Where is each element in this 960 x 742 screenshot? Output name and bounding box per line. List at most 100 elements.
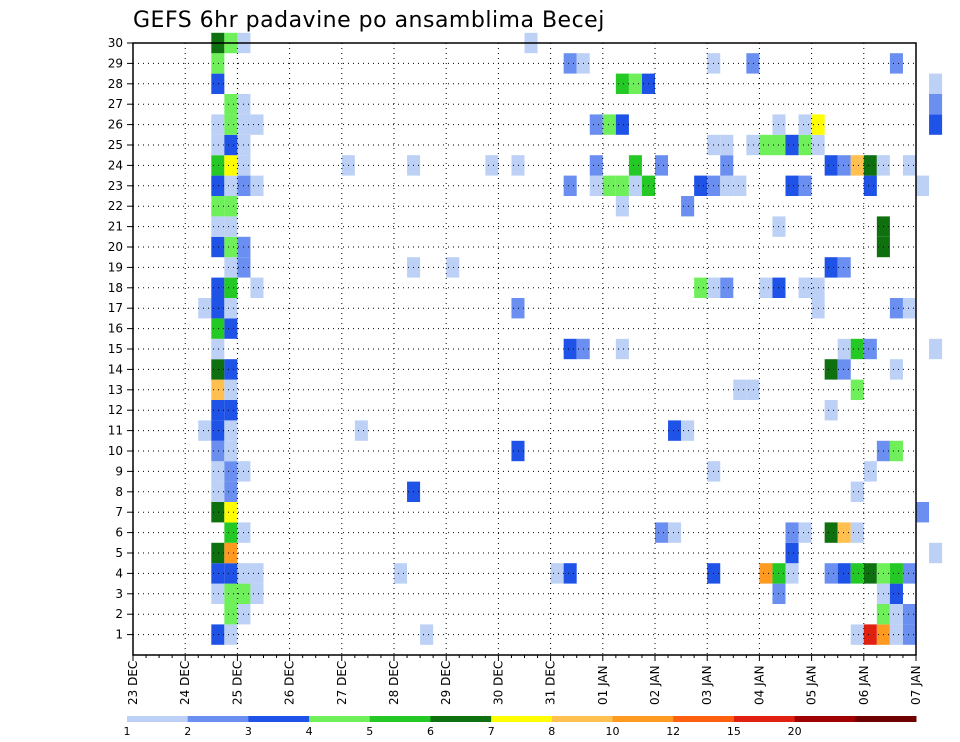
heatmap-cell — [681, 420, 695, 441]
heatmap-cell — [224, 604, 238, 625]
x-tick-label: 04 JAN — [752, 665, 766, 705]
colorbar-label: 6 — [427, 725, 434, 738]
x-tick-label: 29 DEC — [439, 661, 453, 705]
colorbar-swatch — [794, 716, 856, 722]
colorbar-swatch — [248, 716, 310, 722]
heatmap-cell — [250, 277, 264, 298]
x-tick-label: 23 DEC — [126, 661, 140, 705]
heatmap-cell — [511, 298, 525, 319]
heatmap-cell — [615, 196, 629, 217]
heatmap-cell — [863, 624, 877, 645]
heatmap-cell — [850, 338, 864, 360]
heatmap-cell — [250, 583, 264, 604]
y-tick-label: 17 — [108, 301, 123, 315]
heatmap-cell — [211, 277, 225, 298]
heatmap-cell — [224, 420, 238, 441]
heatmap-cell — [224, 236, 238, 258]
y-tick-label: 2 — [115, 607, 123, 621]
heatmap-cell — [224, 216, 238, 237]
heatmap-cell — [211, 338, 225, 360]
colorbar-label: 3 — [245, 725, 252, 738]
heatmap-cell — [850, 379, 864, 400]
heatmap-cell — [211, 440, 225, 462]
x-tick-label: 07 JAN — [909, 665, 923, 705]
heatmap-cell — [929, 542, 943, 564]
heatmap-cell — [224, 277, 238, 298]
heatmap-cell — [850, 481, 864, 502]
y-tick-label: 13 — [108, 383, 123, 397]
heatmap-cell — [211, 236, 225, 258]
heatmap-cell — [550, 563, 564, 584]
heatmap-cell — [224, 318, 238, 339]
heatmap-cell — [759, 134, 773, 156]
heatmap-cell — [224, 359, 238, 380]
heatmap-cell — [889, 583, 903, 604]
heatmap-cell — [929, 73, 943, 94]
colorbar-swatch — [673, 716, 735, 722]
x-tick-label: 01 JAN — [596, 665, 610, 705]
heatmap-cell — [889, 624, 903, 645]
y-tick-label: 14 — [108, 362, 123, 376]
heatmap-cell — [902, 563, 916, 584]
heatmap-cell — [446, 257, 460, 278]
heatmap-cell — [224, 583, 238, 604]
y-tick-label: 18 — [108, 281, 123, 295]
colorbar-swatch — [733, 716, 796, 722]
heatmap-cell — [211, 114, 225, 135]
heatmap-cell — [863, 338, 877, 360]
heatmap-cell — [224, 298, 238, 319]
heatmap-cell — [224, 624, 238, 645]
heatmap-cell — [681, 196, 695, 217]
heatmap-cell — [916, 175, 930, 196]
heatmap-cell — [615, 73, 629, 94]
heatmap-cell — [224, 461, 238, 482]
colorbar-swatch — [309, 716, 371, 722]
heatmap-cell — [224, 400, 238, 421]
heatmap-cell — [224, 175, 238, 196]
x-axis-ticks: 23 DEC 24 DEC 25 DEC 26 DEC 27 DEC 28 DEC 29 D… — [126, 655, 923, 705]
heatmap-cell — [224, 522, 238, 543]
heatmap-cell — [746, 53, 760, 74]
colorbar-label: 4 — [306, 725, 313, 738]
heatmap-cell — [746, 134, 760, 156]
colorbar-label: 12 — [666, 725, 680, 738]
heatmap-cell — [655, 155, 669, 176]
heatmap-cell — [929, 114, 943, 135]
colorbar-swatch — [187, 716, 249, 722]
y-tick-label: 30 — [108, 36, 123, 50]
heatmap-cell — [589, 114, 603, 135]
heatmap-cell — [720, 134, 734, 156]
y-tick-label: 3 — [115, 587, 123, 601]
y-tick-label: 10 — [108, 444, 123, 458]
colorbar-swatch — [127, 716, 189, 722]
y-tick-label: 15 — [108, 342, 123, 356]
heatmap-cell — [211, 53, 225, 74]
heatmap-cell — [785, 175, 799, 196]
heatmap-cell — [602, 114, 616, 135]
heatmap-cell — [224, 155, 238, 176]
heatmap-cell — [902, 298, 916, 319]
colorbar-label: 2 — [184, 725, 191, 738]
heatmap-cell — [211, 73, 225, 94]
heatmap-cell — [929, 94, 943, 115]
heatmap-cell — [211, 481, 225, 502]
heatmap-cell — [863, 155, 877, 176]
x-tick-label: 05 JAN — [805, 665, 819, 705]
heatmap-cell — [615, 175, 629, 196]
heatmap-cell — [224, 502, 238, 523]
colorbar-label: 1 — [124, 725, 131, 738]
x-tick-label: 30 DEC — [491, 661, 505, 705]
colorbar-swatch — [855, 716, 917, 722]
heatmap-cell — [759, 563, 773, 584]
heatmap-cell — [250, 563, 264, 584]
heatmap-cell — [211, 542, 225, 564]
y-tick-label: 6 — [115, 526, 123, 540]
heatmap-cell — [720, 175, 734, 196]
heatmap-cell — [420, 624, 434, 645]
heatmap-cell — [563, 53, 577, 74]
heatmap-cell — [211, 461, 225, 482]
x-tick-label: 06 JAN — [857, 665, 871, 705]
heatmap-cell — [902, 604, 916, 625]
y-tick-label: 22 — [108, 199, 123, 213]
